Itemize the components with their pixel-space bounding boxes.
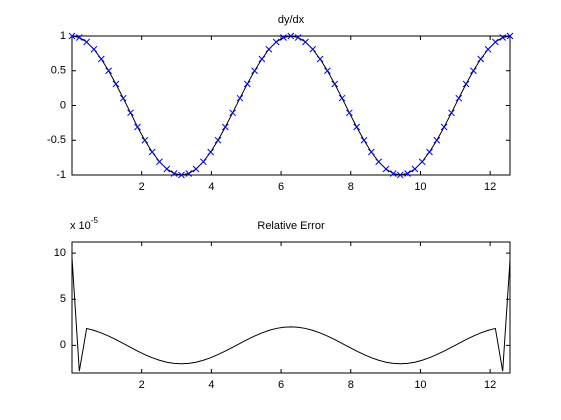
marker	[470, 67, 477, 75]
marker	[68, 32, 76, 40]
x-tick-label: 6	[278, 379, 284, 391]
marker	[156, 158, 163, 166]
y-tick-label: 1	[60, 30, 66, 42]
marker	[75, 34, 83, 41]
y-tick-label: 5	[60, 293, 66, 305]
marker	[331, 80, 339, 88]
x-tick-label: 2	[139, 379, 145, 391]
marker	[229, 109, 236, 117]
marker	[477, 55, 485, 63]
marker	[484, 45, 492, 53]
marker	[506, 32, 514, 40]
marker	[492, 38, 499, 46]
marker	[346, 109, 353, 117]
x-tick-label: 10	[414, 379, 426, 391]
x-tick-label: 8	[348, 181, 354, 193]
marker	[243, 80, 251, 88]
marker	[127, 109, 134, 117]
marker	[455, 94, 463, 102]
x-tick-label: 12	[484, 181, 496, 193]
marker	[90, 45, 98, 53]
marker	[272, 38, 280, 46]
x-tick-label: 6	[278, 181, 284, 193]
marker	[316, 55, 324, 63]
marker	[360, 136, 368, 144]
marker	[309, 45, 317, 53]
marker	[324, 67, 331, 75]
marker	[214, 136, 222, 144]
marker	[382, 165, 390, 173]
marker	[185, 170, 193, 177]
marker	[338, 94, 346, 102]
marker	[97, 55, 105, 63]
series-line	[71, 257, 511, 372]
marker	[221, 123, 229, 131]
marker	[178, 171, 185, 179]
marker	[353, 123, 361, 131]
marker	[367, 148, 375, 156]
marker	[448, 109, 455, 117]
marker	[499, 34, 507, 41]
y-tick-label: 0	[60, 99, 66, 111]
marker	[105, 67, 112, 75]
marker	[287, 32, 295, 40]
marker	[251, 67, 258, 75]
marker	[462, 80, 470, 88]
marker	[236, 94, 244, 102]
marker	[404, 170, 411, 177]
marker	[200, 158, 207, 166]
axes	[71, 35, 511, 176]
marker	[207, 148, 215, 156]
marker	[302, 38, 309, 46]
marker	[119, 94, 127, 102]
marker	[83, 38, 90, 46]
y-tick-label: 0	[60, 339, 66, 351]
marker	[265, 45, 273, 53]
chart-title: dy/dx	[278, 14, 305, 26]
marker	[280, 34, 287, 41]
x-tick-label: 8	[348, 379, 354, 391]
marker	[418, 158, 426, 166]
marker	[163, 165, 171, 173]
marker	[433, 136, 441, 144]
marker	[411, 165, 419, 173]
x-tick-label: 4	[208, 379, 214, 391]
y-tick-label: -1	[56, 169, 66, 181]
marker	[170, 170, 178, 177]
marker	[396, 171, 404, 179]
y-tick-label: 0.5	[51, 65, 66, 77]
y-multiplier: x 10-5	[70, 216, 98, 232]
axes	[71, 241, 511, 374]
marker	[141, 136, 149, 144]
marker	[192, 165, 200, 173]
marker	[440, 123, 448, 131]
marker	[134, 123, 141, 131]
marker	[294, 34, 302, 41]
chart-title: Relative Error	[257, 220, 325, 232]
marker	[258, 55, 266, 63]
x-tick-label: 10	[414, 181, 426, 193]
x-tick-label: 12	[484, 379, 496, 391]
marker	[389, 170, 397, 177]
y-tick-label: 10	[54, 247, 66, 259]
marker	[375, 158, 382, 166]
x-tick-label: 2	[139, 181, 145, 193]
y-tick-label: -0.5	[47, 134, 66, 146]
marker	[426, 148, 433, 156]
multiplier-exponent: -5	[91, 216, 99, 225]
marker	[112, 80, 120, 88]
multiplier-base: x 10	[70, 220, 91, 232]
marker	[148, 148, 156, 156]
x-tick-label: 4	[208, 181, 214, 193]
